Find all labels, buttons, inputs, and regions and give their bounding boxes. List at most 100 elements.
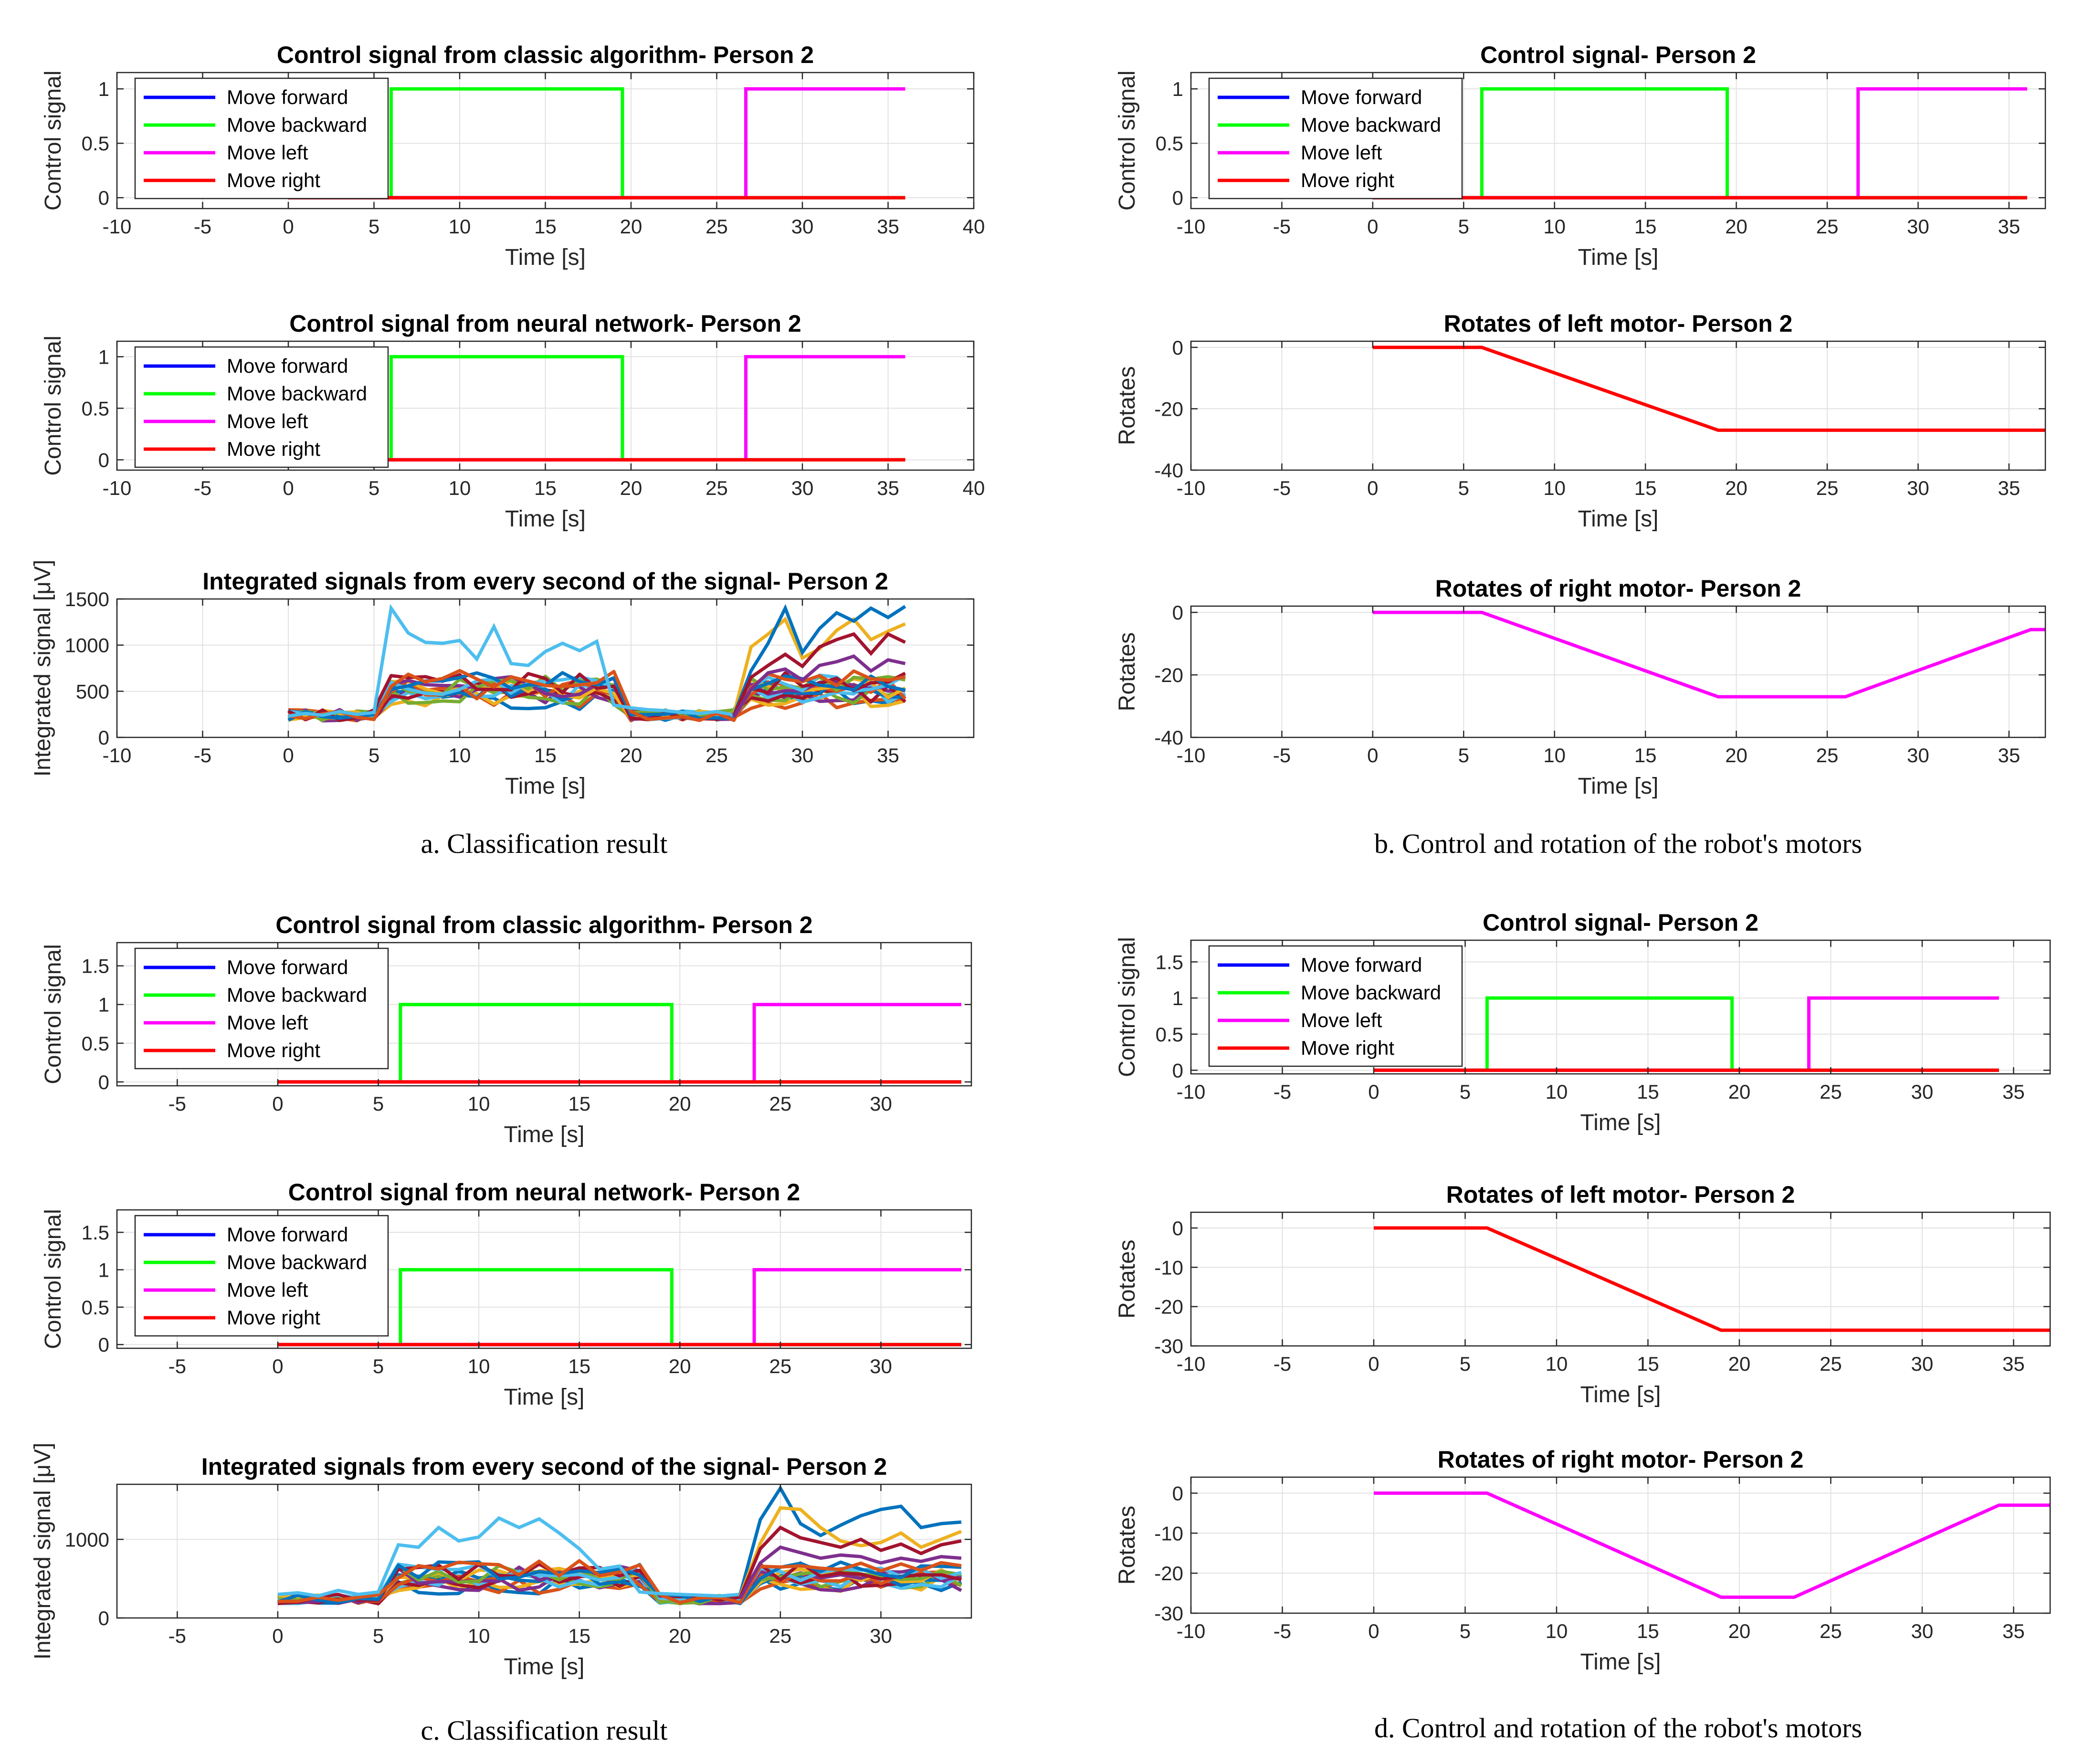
- chart-title: Rotates of left motor- Person 2: [1444, 310, 1793, 337]
- legend-label: Move forward: [227, 1223, 348, 1246]
- x-tick-label: 30: [791, 744, 814, 766]
- x-axis-label: Time [s]: [1578, 245, 1659, 270]
- x-tick-label: 15: [1637, 1620, 1659, 1642]
- y-tick-label: 0: [1172, 1482, 1183, 1505]
- y-tick-label: -10: [1154, 1522, 1183, 1544]
- plot-area: [1191, 606, 2045, 737]
- tick-marks: [1190, 341, 2045, 471]
- data-layer: [1374, 996, 1999, 1072]
- y-tick-label: 1000: [65, 634, 109, 657]
- legend-label: Move right: [227, 438, 320, 460]
- x-tick-label: 10: [449, 744, 471, 766]
- x-tick-label: 0: [283, 477, 294, 499]
- series-line: [738, 1545, 962, 1599]
- x-tick-label: 25: [705, 477, 728, 499]
- x-tick-label: 20: [1728, 1620, 1751, 1642]
- x-tick-label: 20: [669, 1355, 691, 1377]
- chart-c2: -5 0 5 10 15 20 25 30 0 0.5 1 1.5 Control signal fro…: [41, 1179, 972, 1410]
- legend-label: Move backward: [1301, 981, 1441, 1004]
- x-tick-label: 30: [1911, 1081, 1934, 1103]
- y-tick-label: 1: [1172, 78, 1183, 100]
- y-tick-label: -20: [1154, 664, 1183, 686]
- x-axis-label: Time [s]: [1578, 774, 1659, 799]
- series-line: [1374, 1491, 2050, 1599]
- x-tick-label: 5: [1460, 1081, 1471, 1103]
- x-axis-label: Time [s]: [1580, 1649, 1661, 1675]
- legend: Move forward Move backward Move left Move r…: [134, 346, 389, 468]
- data-layer: [277, 1268, 961, 1346]
- y-tick-label: -30: [1154, 1335, 1183, 1357]
- plot-area: [117, 1484, 971, 1618]
- y-tick-label: 0.5: [1156, 1023, 1183, 1046]
- y-axis-label: Control signal: [1115, 937, 1140, 1077]
- x-tick-label: 20: [1725, 215, 1748, 238]
- legend-label: Move left: [227, 1011, 308, 1034]
- legend: Move forward Move backward Move left Move r…: [134, 1215, 389, 1337]
- chart-b1: -10 -5 0 5 10 15 20 25 30 35 0 0.5 1 Control signal- …: [1115, 42, 2046, 270]
- x-tick-label: -10: [1177, 477, 1206, 499]
- chart-title: Integrated signals from every second of …: [202, 568, 888, 595]
- x-axis-label: Time [s]: [1578, 506, 1659, 532]
- x-tick-label: -10: [1177, 215, 1206, 238]
- y-axis-label: Rotates: [1115, 366, 1140, 445]
- legend-label: Move forward: [1301, 86, 1422, 108]
- chart-d1: -10 -5 0 5 10 15 20 25 30 35 0 0.5 1 1.5 Control signa…: [1115, 909, 2051, 1135]
- x-tick-label: 25: [769, 1092, 792, 1115]
- tick-marks: [1190, 1477, 2050, 1614]
- x-tick-label: 10: [1546, 1081, 1568, 1103]
- y-tick-label: 0: [98, 187, 109, 209]
- x-tick-label: 5: [1458, 477, 1469, 499]
- plot-area: [1191, 1212, 2050, 1346]
- data-layer: [287, 604, 906, 723]
- y-tick-label: 0: [98, 1607, 109, 1629]
- x-tick-label: 0: [1367, 477, 1378, 499]
- x-tick-label: -5: [168, 1355, 186, 1377]
- x-axis-label: Time [s]: [504, 1385, 585, 1410]
- x-tick-label: -5: [168, 1625, 186, 1647]
- chart-c3: -5 0 5 10 15 20 25 30 0 1000 Integrated signals fr…: [30, 1443, 972, 1680]
- tick-marks: [116, 598, 974, 738]
- plot-area: [1191, 341, 2045, 470]
- x-tick-label: -5: [1273, 477, 1291, 499]
- legend: Move forward Move backward Move left Move r…: [134, 947, 389, 1070]
- x-tick-label: 10: [1546, 1353, 1568, 1375]
- series-line: [1372, 346, 2045, 432]
- legend-label: Move right: [1301, 169, 1394, 191]
- x-tick-label: 25: [1816, 477, 1839, 499]
- x-tick-label: 15: [568, 1092, 590, 1115]
- chart-title: Integrated signals from every second of …: [201, 1453, 887, 1480]
- caption-c: c. Classification result: [421, 1715, 667, 1746]
- x-tick-label: 35: [877, 744, 899, 766]
- tick-marks: [1190, 606, 2045, 738]
- x-tick-label: 30: [870, 1092, 892, 1115]
- emg-trace: [287, 671, 906, 722]
- x-tick-label: 30: [791, 477, 814, 499]
- y-tick-label: -40: [1154, 459, 1183, 482]
- legend-label: Move right: [227, 169, 320, 191]
- tick-marks: [1190, 1212, 2050, 1347]
- x-tick-label: 30: [1907, 477, 1929, 499]
- y-tick-label: 1: [98, 994, 109, 1016]
- x-tick-label: 35: [1998, 215, 2020, 238]
- x-tick-label: 20: [1728, 1353, 1751, 1375]
- series-line: [732, 654, 906, 718]
- x-tick-label: 15: [568, 1625, 590, 1647]
- axes-box: [116, 1483, 972, 1619]
- y-axis-label: Control signal: [41, 71, 66, 210]
- legend-label: Move backward: [227, 1251, 367, 1273]
- x-tick-label: 10: [1543, 215, 1566, 238]
- y-tick-label: 0.5: [1156, 132, 1183, 155]
- chart-title: Rotates of right motor- Person 2: [1435, 575, 1801, 602]
- x-tick-label: -5: [194, 215, 211, 238]
- axes-box: [1190, 72, 2046, 210]
- x-tick-label: 5: [1460, 1620, 1471, 1642]
- x-tick-label: 30: [1907, 744, 1929, 766]
- y-tick-label: 0.5: [82, 1296, 109, 1319]
- x-tick-label: 15: [568, 1355, 590, 1377]
- legend-label: Move left: [1301, 141, 1382, 164]
- y-tick-label: -20: [1154, 1562, 1183, 1585]
- x-tick-label: 5: [373, 1625, 384, 1647]
- axes-box: [1190, 939, 2051, 1075]
- x-tick-label: 15: [534, 744, 557, 766]
- x-tick-label: -10: [1177, 1081, 1206, 1103]
